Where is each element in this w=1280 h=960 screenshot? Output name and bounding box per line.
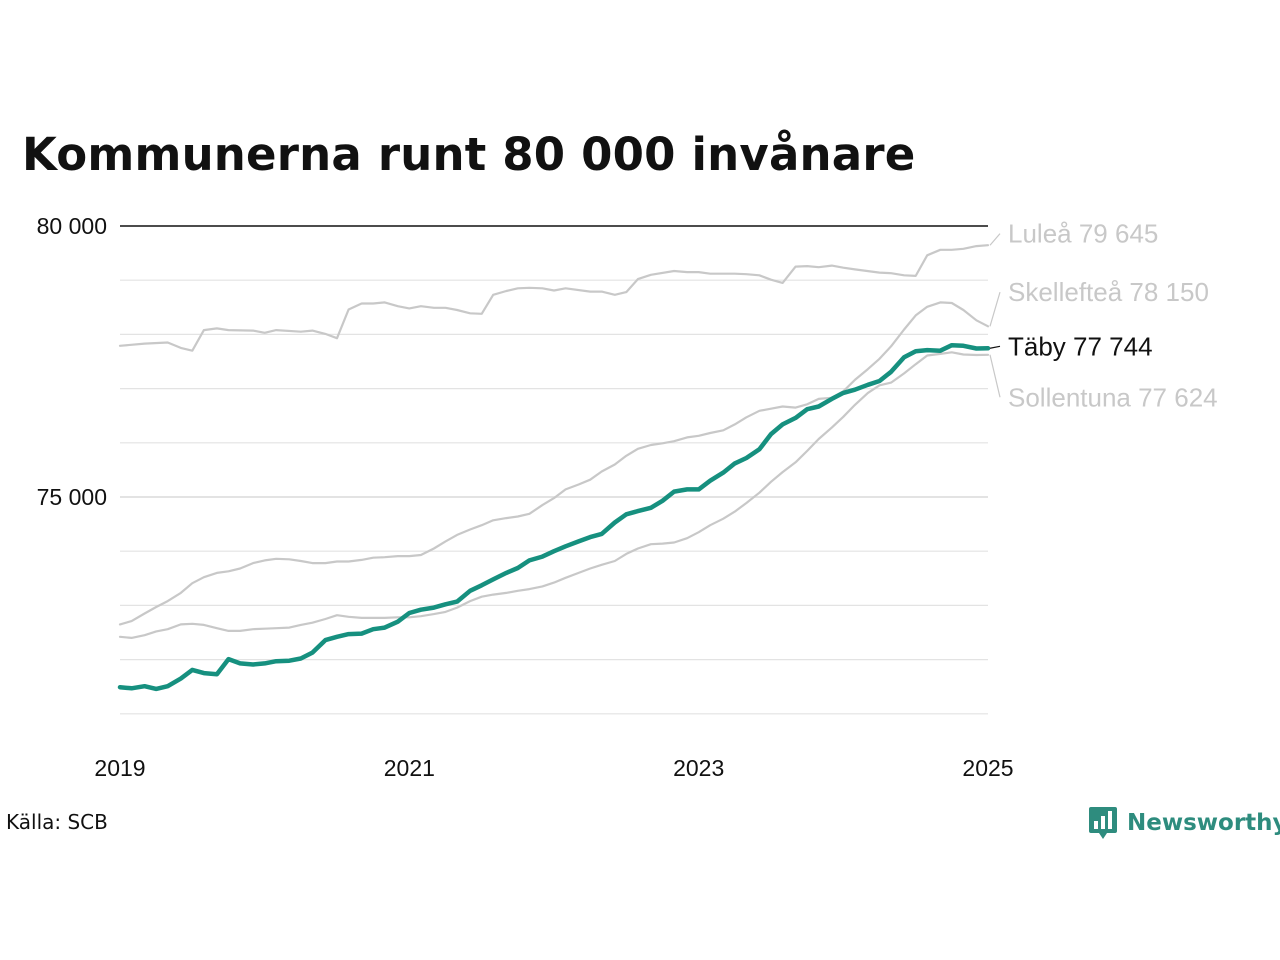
series-label-täby: Täby 77 744	[1008, 331, 1153, 361]
series-label-sollentuna: Sollentuna 77 624	[1008, 382, 1218, 412]
newsworthy-logo[interactable]: Newsworthy	[1088, 805, 1280, 841]
chart-title: Kommunerna runt 80 000 invånare	[22, 128, 916, 181]
gridlines	[120, 225, 988, 715]
y-axis-tick-labels: 75 000 80 000	[37, 213, 107, 510]
x-axis-tick-labels: 2019 2021 2023 2025	[94, 755, 1013, 781]
series-line-skellefteå	[118, 301, 990, 626]
source-note: Källa: SCB	[6, 810, 108, 834]
y-tick-label: 80 000	[37, 213, 107, 239]
brand-name: Newsworthy	[1127, 810, 1280, 836]
x-tick-label: 2019	[94, 755, 145, 781]
series-label-leader	[989, 233, 1001, 246]
series-lines	[117, 244, 991, 692]
series-label-skellefteå: Skellefteå 78 150	[1008, 277, 1209, 307]
bar-chart-speech-bubble-icon	[1089, 807, 1117, 839]
line-chart: 75 000 80 000 2019 2021 2023 2025 Luleå 79 6…	[37, 213, 1218, 781]
y-tick-label: 75 000	[37, 484, 107, 510]
series-line-luleå	[118, 244, 990, 352]
series-line-sollentuna	[118, 351, 990, 639]
series-labels: Luleå 79 645 Skellefteå 78 150 Sollentuna …	[989, 219, 1218, 412]
x-tick-label: 2023	[673, 755, 724, 781]
series-label-luleå: Luleå 79 645	[1008, 219, 1158, 249]
x-tick-label: 2025	[962, 755, 1013, 781]
x-tick-label: 2021	[384, 755, 435, 781]
series-line-täby	[117, 342, 991, 692]
series-label-leader	[989, 354, 1001, 398]
series-label-leader	[989, 345, 1001, 349]
series-label-leader	[989, 291, 1001, 327]
